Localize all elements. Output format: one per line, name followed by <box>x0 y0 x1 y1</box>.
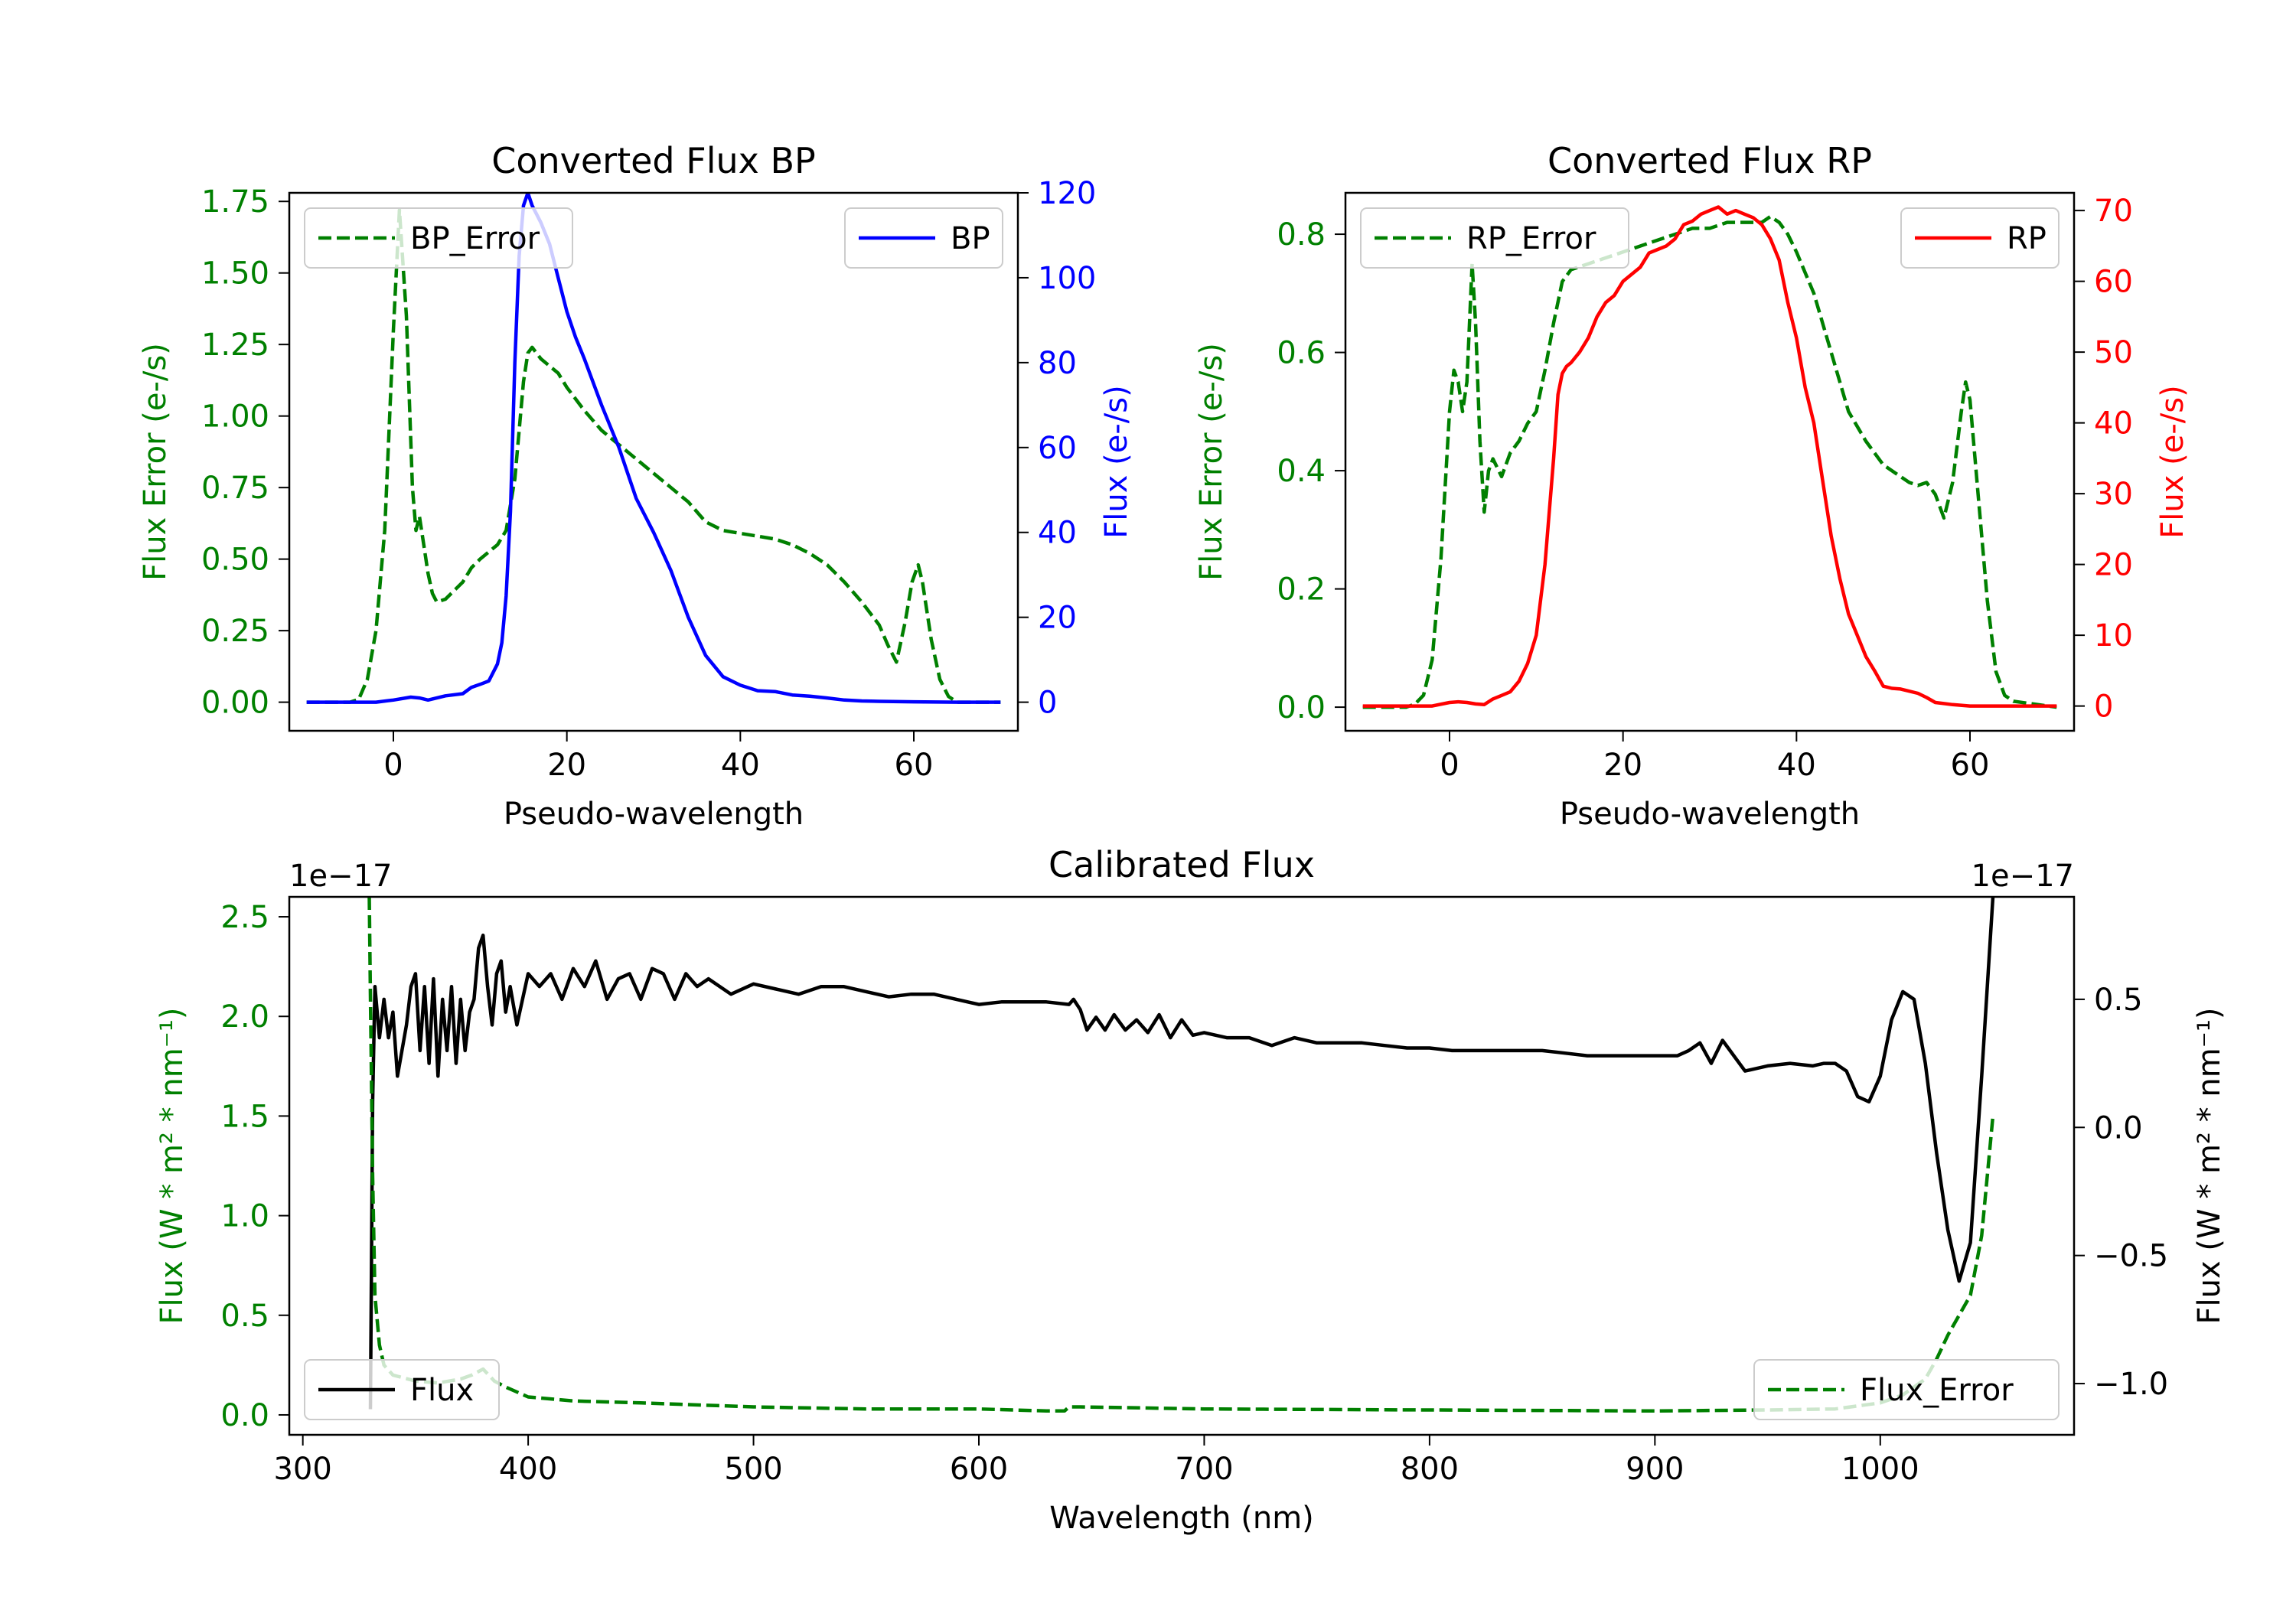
series-line-flux-error <box>367 897 1995 1413</box>
y-left-tick-label: 2.0 <box>220 999 269 1035</box>
x-tick-label: 800 <box>1401 1452 1459 1487</box>
y-left-tick-label: 0.8 <box>1277 217 1326 253</box>
y-right-axis-label: Flux (e-/s) <box>1099 385 1134 538</box>
x-tick-label: 900 <box>1626 1452 1684 1487</box>
x-tick-label: 0 <box>383 748 403 783</box>
legend-bp: BP <box>844 207 1003 269</box>
y-left-tick-label: 0.0 <box>1277 690 1326 725</box>
x-axis-label: Wavelength (nm) <box>1049 1501 1314 1536</box>
legend-box <box>1753 1359 2060 1420</box>
y-left-tick-label: 0.2 <box>1277 572 1326 608</box>
chart-3: 300 400 500 600 700 800 900 1000 0.0 0.5 1.0 1.5 2.0… <box>155 844 2227 1536</box>
y-left-offset-text: 1e−17 <box>289 859 392 894</box>
y-left-tick-label: 0.4 <box>1277 454 1326 489</box>
x-tick-label: 40 <box>1777 748 1816 783</box>
y-right-tick-label: 70 <box>2094 194 2133 229</box>
y-left-tick-label: 1.50 <box>201 256 269 292</box>
y-left-tick-label: 1.00 <box>201 399 269 435</box>
x-tick-label: 20 <box>547 748 586 783</box>
x-tick-label: 300 <box>273 1452 331 1487</box>
y-left-axis-label: Flux Error (e-/s) <box>1194 343 1229 581</box>
y-right-tick-label: −0.5 <box>2094 1239 2168 1274</box>
x-tick-label: 0 <box>1440 748 1459 783</box>
y-right-tick-label: 60 <box>1038 431 1077 466</box>
y-right-tick-label: 20 <box>1038 601 1077 636</box>
y-right-axis-label: Flux (e-/s) <box>2155 385 2190 538</box>
y-right-tick-label: 50 <box>2094 335 2133 370</box>
series-line-rp <box>1362 205 2057 708</box>
legend-flux-error: Flux_Error <box>1753 1359 2060 1420</box>
series-line-rp-error <box>1362 214 2057 709</box>
y-left-tick-label: 1.0 <box>220 1199 269 1234</box>
y-right-tick-label: 60 <box>2094 265 2133 300</box>
legend-label: RP <box>2007 221 2047 256</box>
legend-bp-error: BP_Error <box>304 207 573 269</box>
plot-frame <box>288 895 2076 1436</box>
y-left-axis-label: Flux (W * m² * nm⁻¹) <box>155 1008 190 1325</box>
chart-2: 0 20 40 60 0.0 0.2 0.4 0.6 0.8 0 10 20 30 40 50 60 70 Con… <box>1194 140 2190 832</box>
x-tick-label: 60 <box>1951 748 1990 783</box>
y-right-tick-label: 0 <box>2094 689 2113 725</box>
x-tick-label: 400 <box>499 1452 557 1487</box>
x-tick-label: 600 <box>950 1452 1008 1487</box>
x-tick-label: 40 <box>721 748 760 783</box>
legend-flux: Flux <box>304 1359 500 1420</box>
plot-frame <box>288 191 1019 732</box>
y-left-tick-label: 2.5 <box>220 900 269 935</box>
legend-label: BP <box>951 221 990 256</box>
y-right-tick-label: 20 <box>2094 548 2133 583</box>
x-axis-label: Pseudo-wavelength <box>1560 797 1860 832</box>
y-right-axis-label: Flux (W * m² * nm⁻¹) <box>2192 1008 2227 1325</box>
x-tick-label: 700 <box>1175 1452 1233 1487</box>
y-right-tick-label: −1.0 <box>2094 1367 2168 1402</box>
chart-title: Calibrated Flux <box>1049 844 1315 885</box>
series-line-bp-error <box>306 208 1001 704</box>
chart-title: Converted Flux RP <box>1548 140 1872 181</box>
y-right-tick-label: 80 <box>1038 346 1077 381</box>
y-right-tick-label: 0.5 <box>2094 983 2143 1018</box>
y-left-tick-label: 0.50 <box>201 543 269 578</box>
y-left-tick-label: 1.75 <box>201 184 269 220</box>
y-right-tick-label: 30 <box>2094 477 2133 512</box>
series-line-bp <box>306 193 1001 704</box>
x-tick-label: 60 <box>895 748 934 783</box>
legend-box <box>304 207 573 269</box>
y-left-tick-label: 1.5 <box>220 1099 269 1134</box>
legend-label: BP_Error <box>410 221 540 256</box>
y-left-tick-label: 0.75 <box>201 471 269 506</box>
y-left-tick-label: 0.0 <box>220 1398 269 1433</box>
legend-label: RP_Error <box>1466 221 1596 256</box>
y-right-tick-label: 40 <box>2094 406 2133 442</box>
y-left-tick-label: 0.5 <box>220 1299 269 1334</box>
y-left-tick-label: 0.6 <box>1277 336 1326 371</box>
y-right-tick-label: 0.0 <box>2094 1110 2143 1146</box>
y-right-tick-label: 40 <box>1038 516 1077 551</box>
series-line-flux <box>368 897 1995 1410</box>
legend-label: Flux <box>410 1373 474 1408</box>
x-axis-label: Pseudo-wavelength <box>504 797 804 832</box>
y-left-tick-label: 0.25 <box>201 614 269 649</box>
y-left-tick-label: 1.25 <box>201 328 269 363</box>
x-tick-label: 20 <box>1603 748 1642 783</box>
legend-box <box>304 1359 500 1420</box>
x-tick-label: 1000 <box>1841 1452 1919 1487</box>
legend-label: Flux_Error <box>1860 1373 2014 1408</box>
chart-title: Converted Flux BP <box>491 140 816 181</box>
y-right-tick-label: 100 <box>1038 261 1096 296</box>
plot-frame <box>1344 191 2076 732</box>
chart-1: 0 20 40 60 0.00 0.25 0.50 0.75 1.00 1.25 1.50 1.75 0… <box>138 140 1134 832</box>
y-right-offset-text: 1e−17 <box>1971 859 2074 894</box>
legend-rp-error: RP_Error <box>1360 207 1629 269</box>
y-left-axis-label: Flux Error (e-/s) <box>138 343 173 581</box>
y-right-tick-label: 120 <box>1038 176 1096 211</box>
y-right-tick-label: 0 <box>1038 686 1057 721</box>
y-right-tick-label: 10 <box>2094 618 2133 654</box>
legend-rp: RP <box>1900 207 2060 269</box>
y-left-tick-label: 0.00 <box>201 686 269 721</box>
legend-box <box>1360 207 1629 269</box>
x-tick-label: 500 <box>724 1452 782 1487</box>
